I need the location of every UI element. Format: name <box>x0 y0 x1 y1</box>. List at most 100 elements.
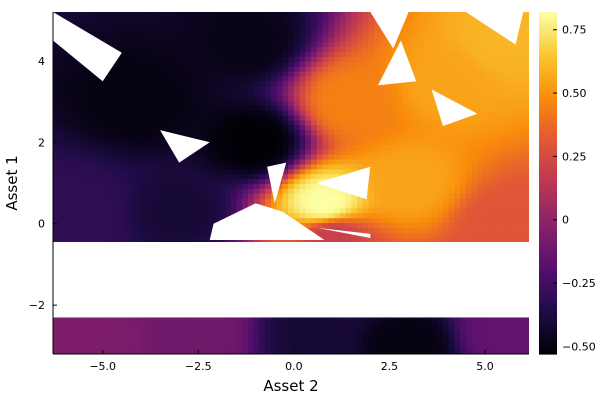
heatmap-cell <box>75 183 83 189</box>
heatmap-cell <box>53 202 60 209</box>
heatmap-cell <box>374 129 381 136</box>
heatmap-cell <box>167 100 175 106</box>
heatmap-cell <box>488 105 496 111</box>
heatmap-cell <box>150 31 157 38</box>
heatmap-cell <box>442 90 450 97</box>
heatmap-cell <box>511 129 519 136</box>
heatmap-cell <box>179 237 186 243</box>
heatmap-cell <box>144 324 152 331</box>
heatmap-cell <box>265 119 272 126</box>
heatmap-cell <box>328 36 335 43</box>
heatmap-cell <box>328 100 335 106</box>
heatmap-cell <box>139 149 146 155</box>
heatmap-cell <box>311 317 318 321</box>
heatmap-cell <box>334 339 341 345</box>
heatmap-cell <box>225 144 232 150</box>
heatmap-cell <box>483 198 490 204</box>
heatmap-cell <box>460 178 467 185</box>
heatmap-cell <box>81 349 89 354</box>
heatmap-cell <box>379 90 387 97</box>
heatmap-cell <box>202 329 209 336</box>
heatmap-cell <box>167 339 175 345</box>
heatmap-cell <box>339 12 347 14</box>
heatmap-cell <box>420 66 427 72</box>
heatmap-cell <box>425 329 433 336</box>
heatmap-cell <box>322 222 329 228</box>
heatmap-cell <box>420 22 427 28</box>
heatmap-cell <box>368 349 375 354</box>
heatmap-cell <box>488 339 496 345</box>
heatmap-cell <box>144 80 152 87</box>
heatmap-cell <box>345 90 352 97</box>
heatmap-cell <box>242 46 249 53</box>
heatmap-cell <box>494 237 501 243</box>
heatmap-cell <box>184 319 192 326</box>
heatmap-cell <box>230 80 238 87</box>
heatmap-cell <box>500 46 507 53</box>
heatmap-cell <box>460 85 467 92</box>
heatmap-cell <box>351 317 358 321</box>
heatmap-cell <box>391 349 398 354</box>
heatmap-cell <box>351 329 358 336</box>
heatmap-cell <box>225 329 232 336</box>
heatmap-cell <box>379 222 387 228</box>
heatmap-cell <box>448 71 456 77</box>
heatmap-cell <box>75 207 83 214</box>
heatmap-cell <box>362 36 370 43</box>
heatmap-cell <box>391 149 398 155</box>
colorbar-segment <box>539 291 557 295</box>
heatmap-cell <box>190 80 197 87</box>
heatmap-cell <box>161 207 169 214</box>
heatmap-cell <box>442 66 450 72</box>
heatmap-cell <box>506 149 513 155</box>
heatmap-cell <box>144 144 152 150</box>
heatmap-cell <box>374 193 381 199</box>
heatmap-cell <box>202 163 209 170</box>
heatmap-cell <box>334 110 341 116</box>
heatmap-cell <box>144 149 152 155</box>
heatmap-cell <box>506 46 513 53</box>
heatmap-cell <box>414 56 421 62</box>
heatmap-cell <box>196 85 203 92</box>
heatmap-cell <box>207 56 215 62</box>
heatmap-cell <box>305 217 312 224</box>
heatmap-cell <box>121 158 129 165</box>
heatmap-cell <box>259 17 266 23</box>
heatmap-cell <box>311 51 318 57</box>
heatmap-cell <box>385 100 392 106</box>
heatmap-cell <box>259 317 266 321</box>
heatmap-cell <box>523 158 529 165</box>
heatmap-cell <box>402 237 410 243</box>
heatmap-cell <box>184 12 192 18</box>
heatmap-cell <box>58 12 66 14</box>
heatmap-cell <box>437 154 444 160</box>
heatmap-cell <box>58 149 66 155</box>
heatmap-cell <box>511 95 519 101</box>
heatmap-cell <box>81 202 89 209</box>
heatmap-cell <box>379 115 387 121</box>
heatmap-cell <box>339 134 347 141</box>
heatmap-cell <box>305 158 312 165</box>
heatmap-cell <box>202 154 209 160</box>
heatmap-cell <box>207 115 215 121</box>
heatmap-cell <box>460 193 467 199</box>
heatmap-cell <box>144 36 152 43</box>
heatmap-cell <box>477 154 484 160</box>
heatmap-cell <box>87 207 94 214</box>
heatmap-cell <box>288 149 295 155</box>
heatmap-cell <box>167 90 175 97</box>
heatmap-cell <box>437 163 444 170</box>
heatmap-cell <box>511 80 519 87</box>
heatmap-cell <box>173 75 180 82</box>
heatmap-cell <box>247 334 255 340</box>
heatmap-cell <box>64 129 71 136</box>
heatmap-cell <box>368 129 375 136</box>
heatmap-cell <box>127 12 134 14</box>
heatmap-cell <box>219 71 226 77</box>
heatmap-cell <box>81 80 89 87</box>
heatmap-cell <box>179 227 186 233</box>
heatmap-cell <box>397 188 404 194</box>
colorbar-segment <box>539 185 557 190</box>
heatmap-cell <box>265 144 272 150</box>
heatmap-cell <box>311 134 318 141</box>
